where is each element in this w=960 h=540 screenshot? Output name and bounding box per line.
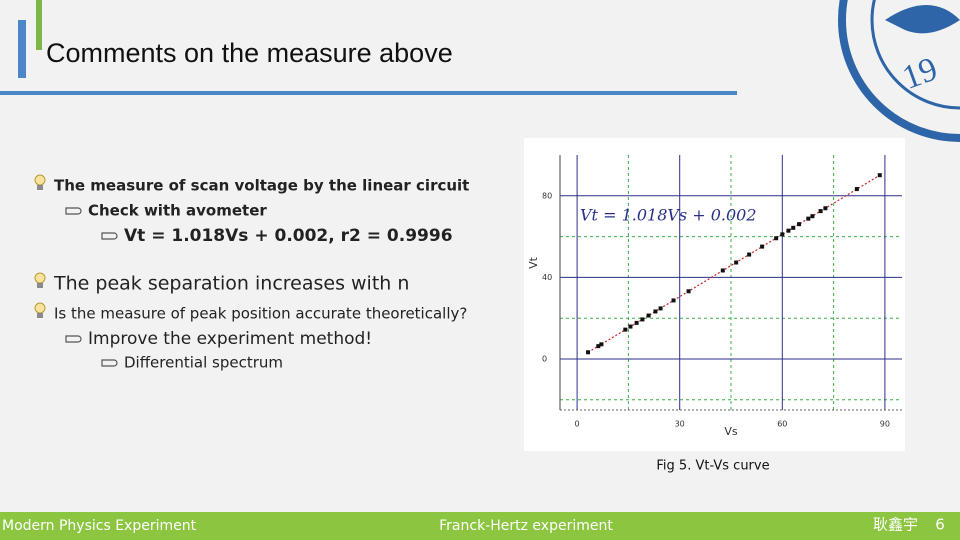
bullet-text: Improve the experiment method!: [88, 329, 372, 349]
data-point: [646, 313, 651, 318]
data-point: [599, 342, 604, 347]
data-point: [786, 228, 791, 233]
footer-left: Modern Physics Experiment: [2, 518, 197, 534]
hand-icon: [65, 335, 82, 343]
data-point: [658, 306, 663, 311]
data-point: [623, 327, 628, 332]
accent-bar: [18, 20, 26, 78]
data-point: [760, 244, 765, 249]
data-point: [774, 236, 779, 241]
footer-center: Franck-Hertz experiment: [439, 518, 613, 534]
y-tick-label: 0: [542, 355, 547, 364]
data-point: [628, 324, 633, 329]
hand-icon: [101, 232, 118, 240]
footer-bar: [0, 512, 960, 540]
x-tick-label: 60: [777, 420, 787, 429]
data-point: [854, 187, 859, 192]
y-tick-label: 40: [542, 273, 552, 282]
title-underline: [0, 91, 737, 95]
bullet-text: Differential spectrum: [124, 354, 283, 372]
data-point: [823, 206, 828, 211]
data-point: [596, 344, 601, 349]
logo-ring: [838, 0, 960, 142]
chart: 0 30 60 90 0 40 80 Vs Vt Vt = 1.018Vs + 0.002: [527, 155, 902, 438]
data-point: [686, 289, 691, 294]
fit-annotation: Vt = 1.018Vs + 0.002: [580, 206, 757, 225]
data-point: [653, 309, 658, 314]
x-tick-label: 30: [675, 420, 685, 429]
x-tick-label: 0: [575, 420, 580, 429]
x-axis-label: Vs: [724, 425, 738, 438]
data-point: [734, 260, 739, 265]
bullet-text: The peak separation increases with n: [53, 273, 409, 295]
figure-caption: Fig 5. Vt-Vs curve: [656, 459, 769, 474]
hand-icon: [65, 207, 82, 215]
logo-shape: [885, 5, 960, 34]
bullet-text: Check with avometer: [88, 202, 267, 220]
hand-icon: [101, 359, 118, 367]
bulb-base: [37, 313, 43, 318]
logo-ring: [870, 0, 960, 110]
y-tick-label: 80: [542, 191, 552, 200]
bulb-icon: [34, 302, 46, 314]
bulb-icon: [34, 272, 46, 284]
bullet-text: The measure of scan voltage by the linea…: [54, 177, 469, 195]
data-point: [586, 350, 591, 355]
bulb-base: [37, 283, 43, 288]
bullet-list: The measure of scan voltage by the linea…: [34, 174, 469, 372]
figure-panel: [524, 138, 905, 451]
data-point: [747, 252, 752, 257]
data-point: [720, 268, 725, 273]
bullet-text: Vt = 1.018Vs + 0.002, r2 = 0.9996: [124, 226, 453, 246]
data-point: [791, 225, 796, 230]
data-point: [818, 209, 823, 214]
data-point: [640, 317, 645, 322]
data-point: [634, 320, 639, 325]
x-tick-label: 90: [880, 420, 890, 429]
data-point: [671, 298, 676, 303]
data-point: [797, 222, 802, 227]
bullet-text: Is the measure of peak position accurate…: [54, 305, 467, 323]
data-point: [810, 214, 815, 219]
data-point: [877, 173, 882, 178]
y-axis-label: Vt: [527, 256, 540, 269]
footer-author: 耿鑫宇: [873, 516, 918, 534]
data-point: [806, 216, 811, 221]
bulb-icon: [34, 174, 46, 186]
slide-title: Comments on the measure above: [46, 38, 453, 68]
accent-bar: [36, 0, 42, 50]
bulb-base: [37, 185, 43, 190]
page-number: 6: [935, 516, 945, 534]
data-point: [780, 232, 785, 237]
